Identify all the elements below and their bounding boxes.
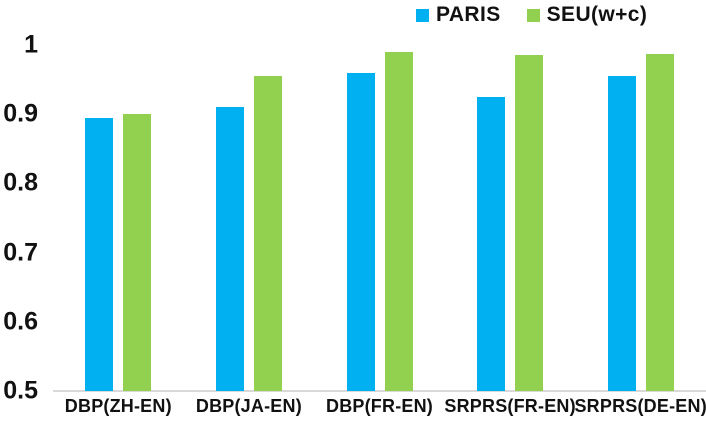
x-axis-line bbox=[53, 390, 706, 392]
x-axis: DBP(ZH-EN) DBP(JA-EN) DBP(FR-EN) SRPRS(FR-E… bbox=[53, 397, 706, 419]
bar-series-1-group-4 bbox=[645, 54, 674, 391]
legend-item: PARIS bbox=[416, 3, 501, 27]
x-axis-category-label: SRPRS(FR-EN) bbox=[444, 396, 576, 416]
bar-series-0-group-4 bbox=[607, 76, 636, 391]
plot-area bbox=[53, 45, 706, 392]
legend-swatch-icon bbox=[416, 8, 429, 22]
bar-series-1-group-1 bbox=[253, 76, 282, 391]
y-axis-tick-label: 0.7 bbox=[3, 238, 38, 267]
bar-series-1-group-0 bbox=[123, 114, 152, 391]
bar-series-0-group-0 bbox=[85, 117, 114, 391]
legend-label: PARIS bbox=[436, 3, 501, 26]
x-axis-category-label: DBP(JA-EN) bbox=[195, 396, 302, 416]
y-axis-tick-label: 1 bbox=[24, 30, 38, 59]
y-axis: 1 0.9 0.8 0.7 0.6 0.5 bbox=[0, 32, 40, 403]
x-axis-category-label: DBP(FR-EN) bbox=[326, 396, 433, 416]
legend-item: SEU(w+c) bbox=[526, 3, 648, 27]
y-axis-tick-label: 0.9 bbox=[3, 99, 38, 128]
y-axis-tick-label: 0.8 bbox=[3, 168, 38, 197]
bar-series-0-group-3 bbox=[477, 96, 506, 391]
legend: PARIS SEU(w+c) bbox=[416, 2, 647, 28]
bar-series-0-group-2 bbox=[346, 72, 375, 391]
bar-series-1-group-2 bbox=[384, 51, 413, 391]
bar-series-0-group-1 bbox=[215, 107, 244, 391]
bar-series-1-group-3 bbox=[515, 55, 544, 391]
x-axis-category-label: DBP(ZH-EN) bbox=[64, 396, 172, 416]
legend-label: SEU(w+c) bbox=[546, 3, 648, 26]
legend-swatch-icon bbox=[526, 8, 540, 22]
y-axis-tick-label: 0.6 bbox=[3, 307, 38, 336]
x-axis-category-label: SRPRS(DE-EN) bbox=[574, 396, 706, 416]
y-axis-tick-label: 0.5 bbox=[3, 376, 38, 405]
